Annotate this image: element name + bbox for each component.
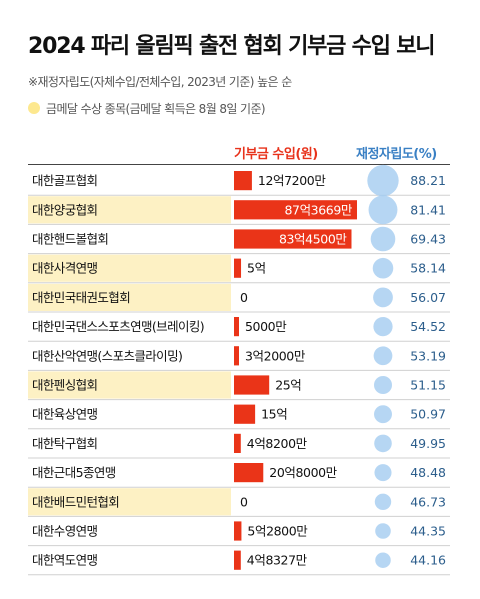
- association-name: 대한산악연맹(스포츠클라이밍): [32, 348, 182, 363]
- donation-label: 0: [240, 494, 248, 509]
- donation-label: 15억: [261, 407, 287, 422]
- ratio-label: 51.15: [410, 378, 446, 393]
- donation-label: 5억: [247, 261, 266, 276]
- donation-label: 3억2000만: [245, 348, 306, 363]
- ratio-label: 44.35: [410, 524, 446, 539]
- donation-bar: [234, 200, 357, 220]
- ratio-bubble: [373, 346, 393, 366]
- donation-bar: [234, 404, 256, 424]
- legend: 금메달 수상 종목(금메달 획득은 8월 8일 기준): [28, 99, 266, 117]
- association-name: 대한민국태권도협회: [32, 290, 130, 305]
- association-name: 대한골프협회: [32, 173, 97, 188]
- ratio-label: 56.07: [410, 290, 446, 305]
- association-name: 대한배드민턴협회: [32, 494, 119, 509]
- association-name: 대한육상연맹: [32, 407, 98, 422]
- association-name: 대한역도연맹: [32, 553, 98, 568]
- association-name: 대한수영연맹: [32, 524, 98, 539]
- ratio-bubble: [373, 287, 393, 308]
- association-name: 대한핸드볼협회: [32, 232, 108, 247]
- chart-note: ※재정자립도(자체수입/전체수입, 2023년 기준) 높은 순: [28, 75, 292, 89]
- ratio-bubble: [374, 405, 392, 424]
- gold-highlight: [28, 254, 231, 282]
- ratio-bubble: [375, 552, 391, 568]
- ratio-bubble: [375, 523, 391, 539]
- ratio-label: 50.97: [410, 407, 446, 422]
- ratio-bubbles: [367, 164, 399, 568]
- ratio-bubble: [372, 257, 394, 279]
- ratio-bubble: [374, 464, 392, 482]
- donation-label: 83억4500만: [279, 232, 347, 247]
- ratio-label: 53.19: [410, 348, 446, 363]
- chart-title: 2024 파리 올림픽 출전 협회 기부금 수입 보니: [28, 34, 435, 59]
- ratio-bubble: [374, 434, 392, 453]
- ratio-label: 54.52: [410, 319, 446, 334]
- donation-bar: [234, 375, 270, 395]
- ratio-bubble: [373, 375, 393, 395]
- donation-label: 25억: [275, 378, 301, 393]
- gold-highlight: [28, 488, 231, 516]
- gold-highlight: [28, 196, 231, 224]
- donation-label: 0: [240, 290, 248, 305]
- ratio-bubble: [373, 316, 393, 337]
- donation-label: 87억3669만: [284, 202, 352, 217]
- ratio-label: 69.43: [410, 232, 446, 247]
- association-name: 대한양궁협회: [32, 202, 97, 217]
- column-header-ratio: 재정자립도(%): [356, 147, 437, 162]
- gold-highlight: [28, 371, 231, 399]
- donation-bar: [234, 171, 252, 191]
- donation-label: 5000만: [245, 319, 287, 334]
- donation-bar: [234, 346, 239, 366]
- header-divider: [28, 164, 450, 165]
- donation-bar: [234, 521, 242, 541]
- donation-bar: [234, 317, 239, 337]
- ratio-bubble: [367, 164, 399, 197]
- ratio-label: 81.41: [410, 202, 446, 217]
- column-header-donation: 기부금 수입(원): [234, 147, 318, 162]
- donation-label: 5억2800만: [247, 524, 308, 539]
- donation-label: 12억7200만: [258, 173, 326, 188]
- donation-label: 4억8200만: [247, 436, 308, 451]
- ratio-label: 46.73: [410, 494, 446, 509]
- ratio-bubble: [368, 195, 398, 225]
- donation-bar: [234, 463, 264, 483]
- association-name: 대한펜싱협회: [32, 378, 97, 393]
- donation-bar: [234, 433, 241, 453]
- ratio-bubble: [370, 226, 396, 252]
- donation-label: 20억8000만: [269, 465, 337, 480]
- ratio-label: 49.95: [410, 436, 446, 451]
- donation-bar: [234, 258, 242, 278]
- ratio-label: 58.14: [410, 261, 446, 276]
- association-name: 대한근대5종연맹: [32, 465, 116, 480]
- ratio-label: 88.21: [410, 173, 446, 188]
- legend-gold-swatch: [28, 102, 40, 114]
- association-name: 대한탁구협회: [32, 436, 97, 451]
- association-name: 대한민국댄스스포츠연맹(브레이킹): [32, 319, 204, 334]
- ratio-bubble: [374, 493, 392, 511]
- donation-bar: [234, 550, 241, 570]
- donation-bar: [234, 229, 352, 249]
- donation-label: 4억8327만: [247, 553, 308, 568]
- association-name: 대한사격연맹: [32, 261, 98, 276]
- ratio-label: 44.16: [410, 553, 446, 568]
- legend-label: 금메달 수상 종목(금메달 획득은 8월 8일 기준): [46, 101, 266, 116]
- gold-highlight: [28, 283, 231, 311]
- rows: 대한골프협회 12억7200만 88.21 대한양궁협회 87억3669만 81.41 대한…: [32, 171, 446, 570]
- ratio-label: 48.48: [410, 465, 446, 480]
